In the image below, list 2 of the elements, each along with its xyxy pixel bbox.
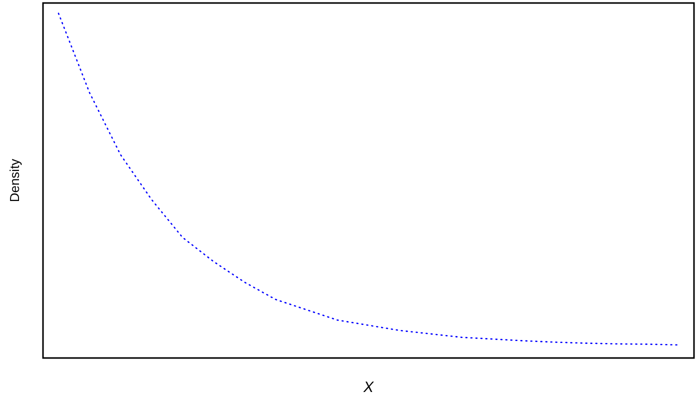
y-axis-title: Density: [7, 158, 22, 202]
x-axis-title: X: [362, 379, 374, 396]
